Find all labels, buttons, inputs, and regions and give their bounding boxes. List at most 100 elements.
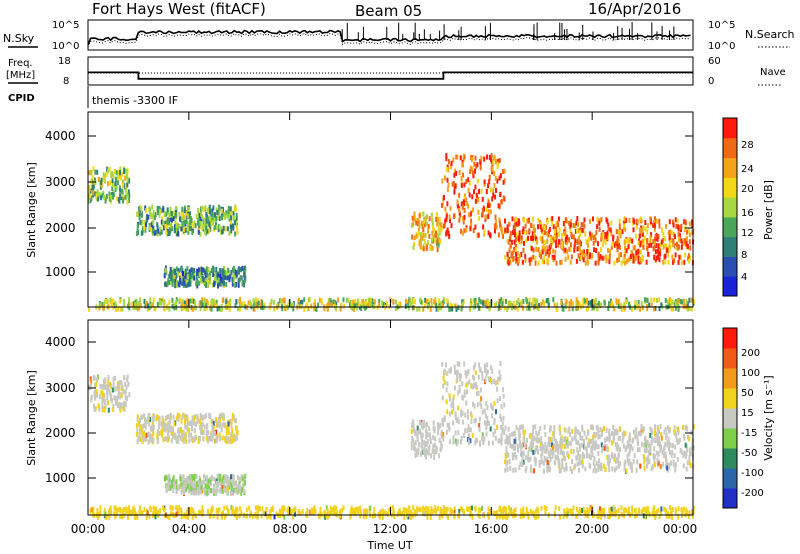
echo-cell <box>498 438 501 444</box>
echo-cell <box>524 253 527 259</box>
echo-cell <box>454 303 457 309</box>
echo-cell <box>686 460 689 466</box>
echo-cell <box>527 218 530 224</box>
echo-cell <box>565 299 568 305</box>
colorbar-swatch <box>723 177 737 198</box>
echo-cell <box>438 437 441 443</box>
echo-cell <box>640 509 643 514</box>
echo-cell <box>184 477 187 483</box>
echo-cell <box>474 362 477 368</box>
echo-cell <box>207 429 210 435</box>
echo-cell <box>483 436 486 442</box>
echo-cell <box>592 438 595 444</box>
echo-cell <box>417 230 420 236</box>
echo-cell <box>446 513 449 519</box>
echo-cell <box>484 367 487 373</box>
echo-cell <box>594 297 597 303</box>
echo-cell <box>235 483 238 488</box>
echo-cell <box>193 428 196 433</box>
echo-cell <box>488 203 491 209</box>
echo-cell <box>170 438 173 444</box>
echo-cell <box>594 234 597 240</box>
echo-cell <box>214 438 217 444</box>
echo-cell <box>479 299 482 305</box>
echo-cell <box>175 438 178 444</box>
echo-cell <box>224 423 227 428</box>
echo-cell <box>583 223 586 229</box>
echo-cell <box>583 253 586 259</box>
echo-cell <box>601 428 603 434</box>
echo-cell <box>227 481 230 487</box>
echo-cell <box>170 276 173 282</box>
echo-cell <box>230 486 233 492</box>
echo-cell <box>502 415 505 421</box>
echo-cell <box>420 431 423 437</box>
echo-cell <box>236 475 239 480</box>
echo-cell <box>628 301 630 307</box>
echo-cell <box>659 247 662 253</box>
echo-cell <box>123 184 126 190</box>
echo-cell <box>560 259 563 265</box>
echo-cell <box>605 258 608 264</box>
echo-cell <box>658 306 661 312</box>
echo-cell <box>477 232 480 238</box>
echo-cell <box>196 413 199 419</box>
echo-cell <box>474 198 477 204</box>
echo-cell <box>145 222 147 228</box>
echo-cell <box>650 297 653 303</box>
echo-cell <box>221 268 224 274</box>
echo-cell <box>645 259 648 265</box>
echo-cell <box>165 423 168 429</box>
noise-tick-right-top: 10^5 <box>708 20 735 31</box>
echo-cell <box>189 226 192 232</box>
echo-cell <box>479 165 482 171</box>
echo-cell <box>202 479 205 485</box>
echo-cell <box>234 274 237 280</box>
echo-cell <box>134 302 137 308</box>
noise-search-line <box>87 32 691 48</box>
echo-cell <box>578 243 581 249</box>
echo-cell <box>512 431 515 437</box>
echo-cell <box>195 481 198 487</box>
echo-cell <box>432 225 434 230</box>
echo-cell <box>171 427 174 433</box>
echo-cell <box>267 513 270 519</box>
echo-cell <box>465 373 468 379</box>
echo-cell <box>590 235 593 241</box>
echo-cell <box>220 226 223 232</box>
echo-cell <box>576 246 579 252</box>
echo-cell <box>398 301 401 307</box>
echo-cell <box>660 444 662 450</box>
echo-cell <box>481 505 483 511</box>
echo-cell <box>617 435 620 441</box>
echo-cell <box>190 489 193 495</box>
echo-cell <box>208 270 211 276</box>
echo-cell <box>589 231 592 237</box>
echo-cell <box>107 407 110 413</box>
echo-cell <box>492 156 495 162</box>
echo-cell <box>623 216 626 222</box>
echo-cell <box>204 414 207 420</box>
echo-cell <box>232 434 235 440</box>
echo-cell <box>622 434 625 440</box>
echo-cell <box>243 272 246 278</box>
echo-cell <box>194 299 197 305</box>
echo-cell <box>350 505 353 511</box>
echo-cell <box>138 432 141 438</box>
echo-cell <box>335 301 338 307</box>
echo-cell <box>238 476 241 482</box>
echo-cell <box>417 227 420 233</box>
echo-cell <box>388 303 391 309</box>
echo-cell <box>266 514 269 520</box>
echo-cell <box>452 214 455 219</box>
echo-cell <box>572 301 575 307</box>
echo-cell <box>420 442 423 448</box>
echo-cell <box>329 505 332 511</box>
echo-cell <box>470 218 473 224</box>
echo-cell <box>507 436 510 442</box>
echo-cell <box>204 281 207 287</box>
echo-cell <box>454 369 456 375</box>
echo-cell <box>156 224 159 230</box>
echo-cell <box>682 424 685 430</box>
echo-cell <box>168 477 171 483</box>
